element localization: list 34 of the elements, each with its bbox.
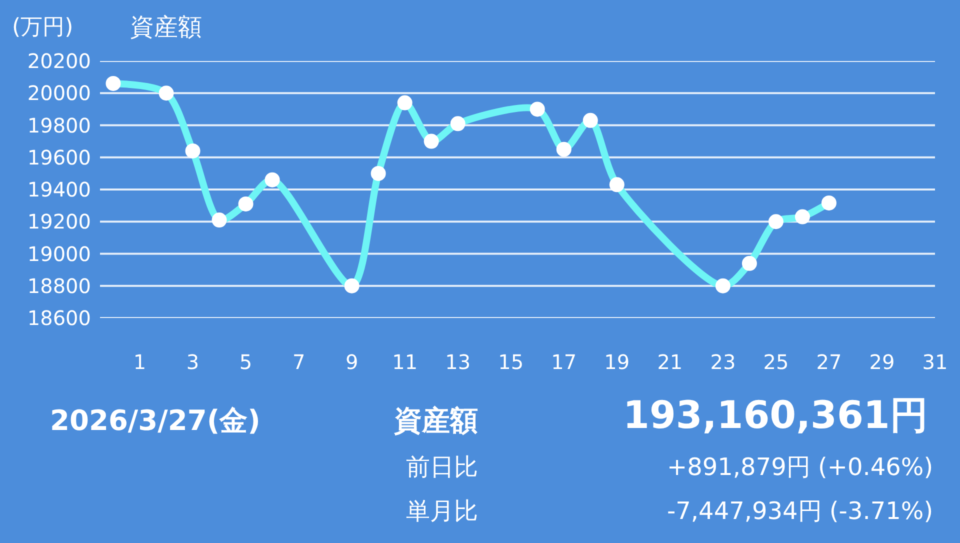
y-tick-label: 18800 [27, 274, 91, 298]
y-tick-label: 18600 [27, 306, 91, 330]
y-tick-label: 19800 [27, 113, 91, 138]
x-tick-label: 3 [186, 350, 200, 374]
text: 193,160,361円 [623, 393, 928, 437]
x-tick-label: 9 [345, 350, 358, 374]
x-tick-label: 15 [498, 350, 524, 374]
y-tick-label: 20000 [27, 81, 91, 106]
chart-title: 資産額 [130, 13, 202, 41]
y-tick-label: 20200 [27, 49, 91, 73]
y-tick-label: 19200 [27, 210, 91, 234]
x-tick-label: 17 [551, 350, 577, 374]
x-tick-label: 13 [445, 350, 471, 374]
x-tick-label: 25 [763, 350, 789, 374]
y-axis-title: (万円) [12, 15, 74, 40]
x-tick-label: 7 [292, 350, 306, 374]
x-tick-label: 21 [657, 350, 683, 374]
x-tick-label: 5 [239, 350, 252, 374]
x-tick-label: 31 [922, 350, 948, 374]
text: 単月比 [406, 497, 478, 525]
text: 資産額 [393, 404, 478, 437]
x-tick-label: 11 [392, 350, 418, 374]
x-tick-label: 19 [604, 350, 630, 374]
x-tick-label: 1 [133, 350, 146, 374]
text: 前日比 [406, 453, 478, 481]
y-tick-label: 19400 [27, 178, 91, 202]
text: +891,879円 (+0.46%) [667, 453, 934, 481]
x-tick-label: 23 [710, 350, 736, 374]
y-tick-label: 19600 [27, 145, 91, 170]
y-tick-label: 19000 [27, 242, 91, 266]
text: 2026/3/27(金) [50, 404, 260, 437]
text: -7,447,934円 (-3.71%) [667, 497, 934, 525]
x-tick-label: 27 [816, 350, 842, 374]
x-tick-label: 29 [869, 350, 895, 374]
